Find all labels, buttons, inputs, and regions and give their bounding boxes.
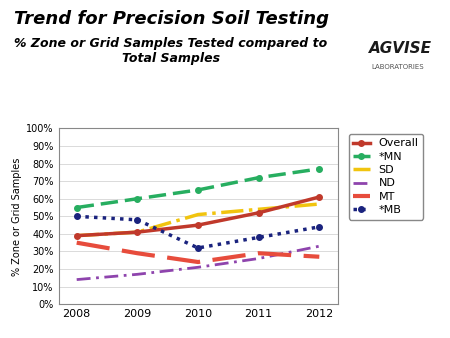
Legend: Overall, *MN, SD, ND, MT, *MB: Overall, *MN, SD, ND, MT, *MB (349, 134, 423, 220)
Text: Trend for Precision Soil Testing: Trend for Precision Soil Testing (14, 10, 328, 28)
Text: % Zone or Grid Samples Tested compared to
Total Samples: % Zone or Grid Samples Tested compared t… (14, 37, 328, 65)
Text: AGVISE: AGVISE (369, 41, 432, 55)
Text: LABORATORIES: LABORATORIES (371, 64, 424, 70)
Y-axis label: % Zone or Grid Samples: % Zone or Grid Samples (12, 157, 22, 275)
